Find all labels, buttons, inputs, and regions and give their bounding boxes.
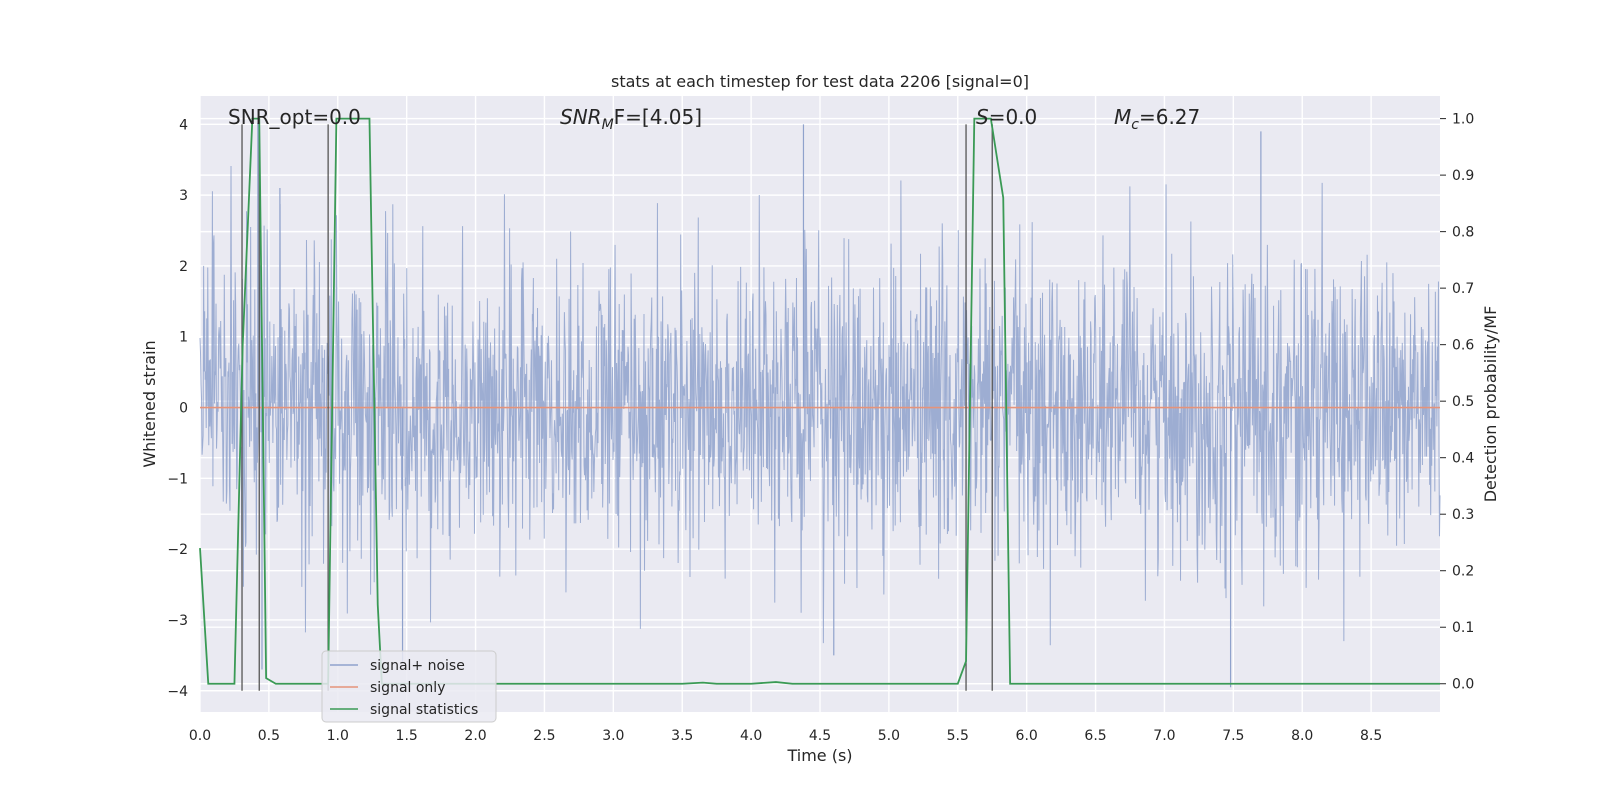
y-tick-labels: 4 3 2 1 0 −1 −2 −3 −4 xyxy=(167,117,188,699)
s-value: =0.0 xyxy=(989,105,1038,129)
x-tick-label: 5.5 xyxy=(947,728,969,744)
chart-title: stats at each timestep for test data 220… xyxy=(611,72,1029,91)
x-tick-label: 3.0 xyxy=(602,728,624,744)
annotation-snr-mf: SNRMF=[4.05] xyxy=(560,105,702,133)
legend-label-noise: signal+ noise xyxy=(370,658,465,674)
legend-label-signal: signal only xyxy=(370,680,445,696)
x-tick-label: 3.5 xyxy=(671,728,693,744)
annotation-mc: Mc=6.27 xyxy=(1114,105,1200,133)
y-right-tick-labels: 1.0 0.9 0.8 0.7 0.6 0.5 0.4 0.3 0.2 0.1 0.0 xyxy=(1440,112,1474,693)
x-axis-label: Time (s) xyxy=(786,746,852,765)
signal-noise-series xyxy=(199,122,1441,688)
grid xyxy=(199,96,1440,712)
snr-mf-symbol: SNR xyxy=(560,105,602,129)
mc-symbol: M xyxy=(1114,105,1131,129)
y-tick-label: 0 xyxy=(179,401,188,417)
x-tick-label: 0.5 xyxy=(258,728,280,744)
x-tick-label: 2.5 xyxy=(533,728,555,744)
signal-statistics-series xyxy=(199,117,1440,685)
legend: signal+ noise signal only signal statist… xyxy=(321,650,497,723)
y-tick-label: 3 xyxy=(179,188,188,204)
y-tick-label: −3 xyxy=(167,613,188,629)
y-right-tick-label: 0.3 xyxy=(1452,507,1474,523)
y-right-tick-label: 1.0 xyxy=(1452,112,1474,128)
x-tick-label: 4.5 xyxy=(809,728,831,744)
annotation-snr-opt: SNR_opt=0.0 xyxy=(228,105,361,129)
legend-label-stats: signal statistics xyxy=(370,702,478,718)
x-tick-label: 6.5 xyxy=(1084,728,1106,744)
y-tick-label: 2 xyxy=(179,259,188,275)
x-tick-label: 8.5 xyxy=(1360,728,1382,744)
mc-value: =6.27 xyxy=(1139,105,1200,129)
y-tick-label: 4 xyxy=(179,117,188,133)
s-symbol: S xyxy=(976,105,989,129)
y-right-tick-label: 0.8 xyxy=(1452,225,1474,241)
x-tick-labels: 0.0 0.5 1.0 1.5 2.0 2.5 3.0 3.5 4.0 4.5 5.0 5.5 6.0 6… xyxy=(189,728,1382,744)
y-right-tick-label: 0.2 xyxy=(1452,564,1474,580)
event-markers xyxy=(241,124,993,691)
x-tick-label: 1.0 xyxy=(327,728,349,744)
annotation-s: S=0.0 xyxy=(976,105,1037,129)
y-tick-label: −4 xyxy=(167,684,188,700)
mc-subscript: c xyxy=(1131,117,1139,133)
y-right-tick-label: 0.1 xyxy=(1452,620,1474,636)
x-tick-label: 2.0 xyxy=(464,728,486,744)
y-tick-label: −1 xyxy=(167,471,188,487)
x-tick-label: 5.0 xyxy=(878,728,900,744)
noise-trace xyxy=(199,166,1441,646)
y-right-tick-label: 0.6 xyxy=(1452,338,1474,354)
y-tick-label: −2 xyxy=(167,542,188,558)
y-axis-label: Whitened strain xyxy=(140,340,159,467)
snr-mf-value: F=[4.05] xyxy=(614,105,702,129)
y-right-tick-label: 0.5 xyxy=(1452,394,1474,410)
legend-box xyxy=(321,650,497,723)
y-right-tick-label: 0.7 xyxy=(1452,281,1474,297)
x-tick-label: 7.5 xyxy=(1222,728,1244,744)
x-tick-label: 0.0 xyxy=(189,728,211,744)
y-right-tick-label: 0.4 xyxy=(1452,451,1474,467)
x-tick-label: 7.0 xyxy=(1153,728,1175,744)
y-right-tick-label: 0.0 xyxy=(1452,677,1474,693)
x-tick-label: 1.5 xyxy=(396,728,418,744)
x-tick-label: 4.0 xyxy=(740,728,762,744)
y-right-axis-label: Detection probability/MF xyxy=(1481,306,1500,503)
x-tick-label: 6.0 xyxy=(1016,728,1038,744)
y-right-tick-label: 0.9 xyxy=(1452,168,1474,184)
signal-statistics-line xyxy=(199,117,1440,685)
x-tick-label: 8.0 xyxy=(1291,728,1313,744)
snr-mf-subscript: M xyxy=(602,117,614,133)
y-tick-label: 1 xyxy=(179,330,188,346)
